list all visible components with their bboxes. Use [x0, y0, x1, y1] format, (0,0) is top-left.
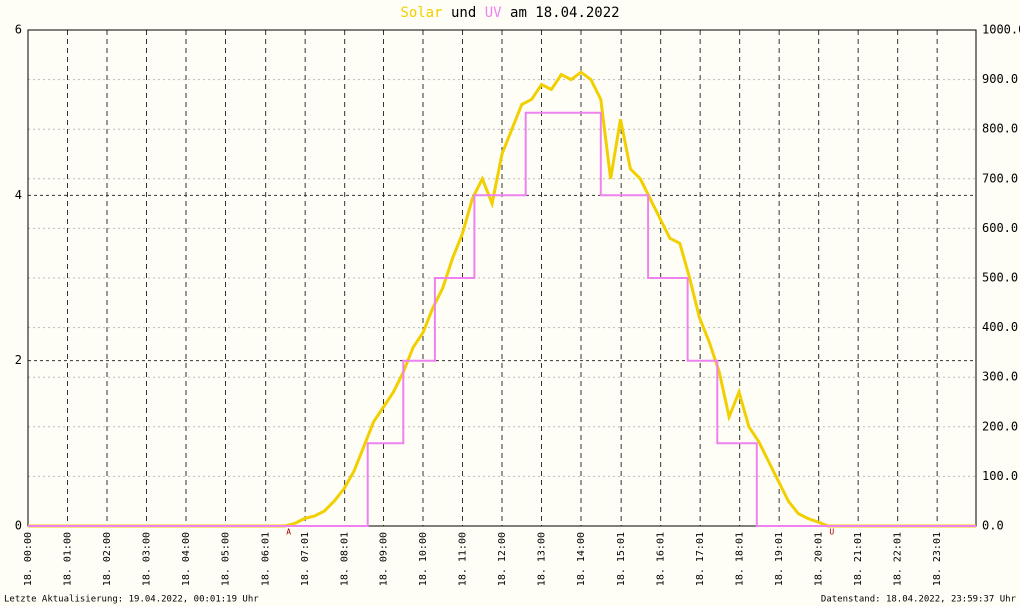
x-tick-label: 18. 20:01	[814, 532, 825, 586]
y2-tick-label: 700.0	[982, 171, 1018, 185]
y-tick-label: 6	[15, 23, 22, 37]
title-join: und	[451, 5, 476, 21]
x-tick-label: 18. 05:00	[221, 532, 232, 586]
y2-tick-label: 800.0	[982, 122, 1018, 136]
x-tick-label: 18. 10:00	[418, 532, 429, 586]
annotation: A	[286, 528, 291, 537]
y2-tick-label: 900.0	[982, 72, 1018, 86]
series-line	[28, 70, 976, 528]
title-uv: UV	[485, 5, 502, 21]
annotation: U	[829, 528, 834, 537]
title-solar: Solar	[400, 5, 442, 21]
x-tick-label: 18. 22:01	[893, 532, 904, 586]
chart-title: Solar und UV am 18.04.2022	[400, 5, 619, 21]
y-tick-label: 4	[15, 188, 22, 202]
x-tick-label: 18. 13:00	[537, 532, 548, 586]
y2-tick-label: 300.0	[982, 370, 1018, 384]
y2-tick-label: 0.0	[982, 519, 1004, 533]
x-tick-label: 18. 08:01	[340, 532, 351, 586]
x-tick-label: 18. 18:01	[735, 532, 746, 586]
x-tick-label: 18. 02:00	[102, 532, 113, 586]
x-tick-label: 18. 07:01	[300, 532, 311, 586]
series-line	[28, 111, 976, 527]
x-tick-label: 18. 03:00	[142, 532, 153, 586]
y2-tick-label: 600.0	[982, 221, 1018, 235]
x-tick-label: 18. 09:00	[379, 532, 390, 586]
x-tick-label: 18. 19:01	[774, 532, 785, 586]
x-tick-label: 18. 17:01	[695, 532, 706, 586]
x-tick-label: 18. 01:00	[63, 532, 74, 586]
plot-frame	[27, 29, 977, 527]
x-tick-label: 18. 12:00	[497, 532, 508, 586]
footer-left: Letzte Aktualisierung: 19.04.2022, 00:01…	[4, 595, 259, 605]
y2-tick-label: 400.0	[982, 320, 1018, 334]
x-tick-label: 18. 04:00	[181, 532, 192, 586]
title-date: am 18.04.2022	[510, 5, 620, 21]
footer-right: Datenstand: 18.04.2022, 23:59:37 Uhr	[821, 595, 1017, 605]
y2-tick-label: 200.0	[982, 419, 1018, 433]
y2-tick-label: 100.0	[982, 469, 1018, 483]
x-tick-label: 18. 11:00	[458, 532, 469, 586]
x-tick-label: 18. 23:01	[932, 532, 943, 586]
x-tick-label: 18. 21:01	[853, 532, 864, 586]
x-tick-label: 18. 06:01	[261, 532, 272, 586]
y2-tick-label: 1000.0	[982, 23, 1020, 37]
x-tick-label: 18. 15:01	[616, 532, 627, 586]
y-tick-label: 0	[15, 519, 22, 533]
x-tick-label: 18. 00:00	[23, 532, 34, 586]
y2-tick-label: 500.0	[982, 271, 1018, 285]
x-tick-label: 18. 14:00	[576, 532, 587, 586]
x-tick-label: 18. 16:01	[656, 532, 667, 586]
y-tick-label: 2	[15, 353, 22, 367]
